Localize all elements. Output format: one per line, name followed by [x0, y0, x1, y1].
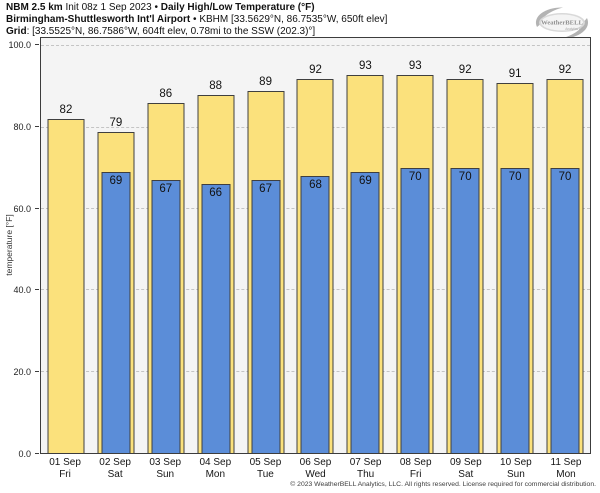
low-temp-bar: 70: [401, 168, 430, 453]
weekday-label: Fri: [391, 469, 441, 481]
high-temp-value-label: 92: [559, 64, 572, 76]
separator-dot: •: [193, 14, 197, 25]
x-tick-label-01-sep: 01 SepFri: [40, 457, 90, 481]
weekday-label: Fri: [40, 469, 90, 481]
x-tick-label-08-sep: 08 SepFri: [391, 457, 441, 481]
weekday-label: Wed: [290, 469, 340, 481]
date-label: 10 Sep: [491, 457, 541, 469]
x-tick-label-06-sep: 06 SepWed: [290, 457, 340, 481]
weekday-label: Mon: [190, 469, 240, 481]
x-tick-label-05-sep: 05 SepTue: [240, 457, 290, 481]
y-tick-mark: [35, 453, 39, 454]
bars-container: 8269796786668867896892699370937092709170…: [41, 38, 590, 453]
plot-area: 8269796786668867896892699370937092709170…: [40, 37, 591, 454]
weekday-label: Sat: [441, 469, 491, 481]
weekday-label: Thu: [341, 469, 391, 481]
y-tick-mark: [35, 44, 39, 45]
bar-group-11-sep: 70 92: [540, 38, 590, 453]
date-label: 08 Sep: [391, 457, 441, 469]
grid-coords: : [33.5525°N, 86.7586°W, 604ft elev, 0.7…: [27, 26, 316, 37]
x-tick-label-07-sep: 07 SepThu: [341, 457, 391, 481]
header-line-1: NBM 2.5 km Init 08z 1 Sep 2023 • Daily H…: [6, 2, 387, 14]
bar-group-01-sep: 82: [41, 38, 91, 453]
date-label: 06 Sep: [290, 457, 340, 469]
high-temp-value-label: 86: [159, 88, 172, 100]
logo-subtext: Analytics LLC: [565, 27, 585, 31]
y-tick-label: 20.0: [13, 367, 31, 377]
high-temp-value-label: 82: [60, 104, 73, 116]
weekday-label: Sun: [491, 469, 541, 481]
low-temp-bar: 69: [101, 172, 130, 453]
station-coords: KBHM [33.5629°N, 86.7535°W, 650ft elev]: [199, 14, 387, 25]
y-tick-mark: [35, 371, 39, 372]
bar-group-08-sep: 70 93: [390, 38, 440, 453]
y-tick-label: 60.0: [13, 204, 31, 214]
weekday-label: Tue: [240, 469, 290, 481]
y-tick-label: 0.0: [18, 449, 31, 459]
separator-dot: •: [154, 2, 158, 13]
chart-title: Daily High/Low Temperature (°F): [161, 2, 315, 13]
low-temp-bar: 69: [351, 172, 380, 453]
y-tick-mark: [35, 208, 39, 209]
high-temp-value-label: 88: [209, 80, 222, 92]
low-temp-bar: 70: [551, 168, 580, 453]
low-temp-bar: 67: [151, 180, 180, 453]
header-line-2: Birmingham-Shuttlesworth Int'l Airport •…: [6, 14, 387, 26]
high-temp-value-label: 93: [409, 60, 422, 72]
high-temp-value-label: 89: [259, 76, 272, 88]
y-tick-mark: [35, 289, 39, 290]
high-temp-value-label: 92: [309, 64, 322, 76]
date-label: 04 Sep: [190, 457, 240, 469]
bar-group-05-sep: 67 89: [241, 38, 291, 453]
x-tick-label-02-sep: 02 SepSat: [90, 457, 140, 481]
high-temp-value-label: 79: [109, 117, 122, 129]
bar-group-06-sep: 68 92: [291, 38, 341, 453]
low-temp-bar: 70: [501, 168, 530, 453]
date-label: 02 Sep: [90, 457, 140, 469]
high-temp-value-label: 93: [359, 60, 372, 72]
date-label: 11 Sep: [541, 457, 591, 469]
bar-group-04-sep: 66 88: [191, 38, 241, 453]
high-temp-value-label: 92: [459, 64, 472, 76]
model-name: NBM 2.5 km: [6, 2, 63, 13]
weekday-label: Sat: [90, 469, 140, 481]
date-label: 03 Sep: [140, 457, 190, 469]
y-tick-label: 40.0: [13, 285, 31, 295]
date-label: 01 Sep: [40, 457, 90, 469]
weatherbell-chart-page: NBM 2.5 km Init 08z 1 Sep 2023 • Daily H…: [0, 0, 600, 493]
x-tick-label-11-sep: 11 SepMon: [541, 457, 591, 481]
x-tick-label-04-sep: 04 SepMon: [190, 457, 240, 481]
y-tick-mark: [35, 126, 39, 127]
weekday-label: Mon: [541, 469, 591, 481]
y-tick-label: 80.0: [13, 122, 31, 132]
date-label: 07 Sep: [341, 457, 391, 469]
weekday-label: Sun: [140, 469, 190, 481]
date-label: 05 Sep: [240, 457, 290, 469]
low-temp-bar: 70: [451, 168, 480, 453]
low-temp-bar: 68: [301, 176, 330, 453]
bar-group-02-sep: 69 79: [91, 38, 141, 453]
date-label: 09 Sep: [441, 457, 491, 469]
bar-group-03-sep: 67 86: [141, 38, 191, 453]
high-temp-value-label: 91: [509, 68, 522, 80]
low-temp-bar: 67: [251, 180, 280, 453]
station-name: Birmingham-Shuttlesworth Int'l Airport: [6, 14, 190, 25]
low-temp-bar: 66: [201, 184, 230, 453]
y-axis-ticks: 0.020.040.060.080.0100.0: [0, 37, 40, 454]
x-tick-label-10-sep: 10 SepSun: [491, 457, 541, 481]
bar-group-09-sep: 70 92: [440, 38, 490, 453]
logo-text: WeatherBELL: [541, 20, 583, 27]
x-tick-label-03-sep: 03 SepSun: [140, 457, 190, 481]
copyright-notice: © 2023 WeatherBELL Analytics, LLC. All r…: [290, 481, 596, 488]
bar-group-07-sep: 69 93: [340, 38, 390, 453]
init-time: Init 08z 1 Sep 2023: [65, 2, 151, 13]
chart-header: NBM 2.5 km Init 08z 1 Sep 2023 • Daily H…: [6, 2, 387, 38]
x-tick-label-09-sep: 09 SepSat: [441, 457, 491, 481]
high-temp-bar: [47, 119, 84, 453]
y-tick-label: 100.0: [8, 40, 31, 50]
bar-group-10-sep: 70 91: [490, 38, 540, 453]
grid-label: Grid: [6, 26, 27, 37]
x-axis-labels: 01 SepFri02 SepSat03 SepSun04 SepMon05 S…: [40, 457, 591, 481]
